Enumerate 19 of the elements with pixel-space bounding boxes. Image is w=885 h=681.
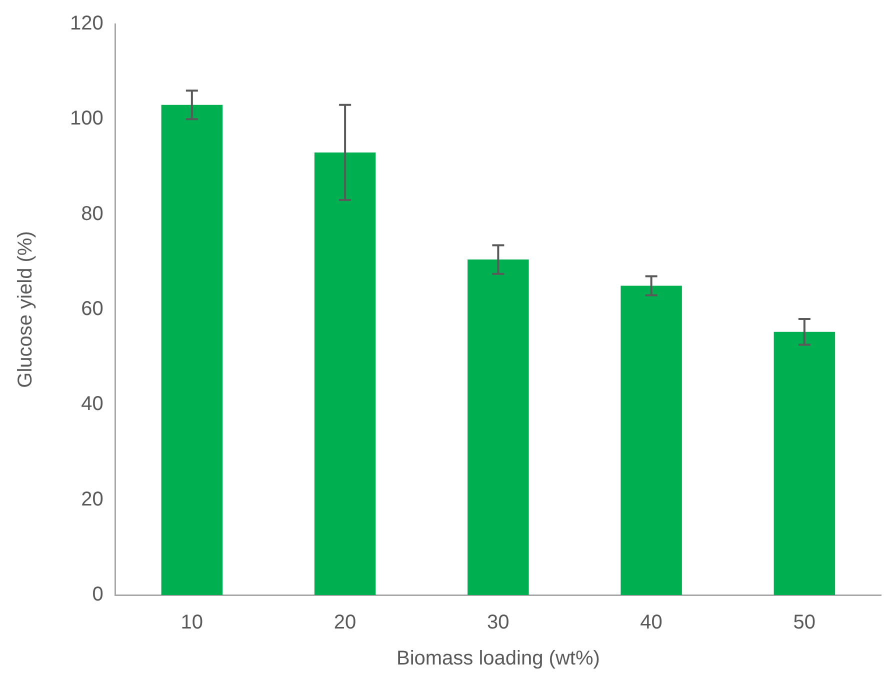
y-tick-label: 40 [81,393,104,416]
bar [620,286,682,595]
bar [161,104,223,595]
y-tick-label: 120 [70,12,104,35]
x-axis-title: Biomass loading (wt%) [396,648,600,670]
y-tick-label: 60 [81,298,104,320]
x-tick-label: 30 [487,612,510,634]
y-tick-label: 0 [92,584,104,606]
x-tick-label: 20 [334,612,356,634]
x-tick-label: 50 [793,612,816,634]
y-tick-label: 80 [81,202,104,225]
y-axis-title: Glucose yield (%) [14,231,37,388]
bar [774,332,836,595]
bar [314,152,376,595]
bar [468,260,529,595]
y-tick-label: 100 [70,108,104,130]
x-tick-label: 40 [640,612,662,634]
x-tick-label: 10 [180,612,204,634]
y-tick-label: 20 [81,488,104,510]
